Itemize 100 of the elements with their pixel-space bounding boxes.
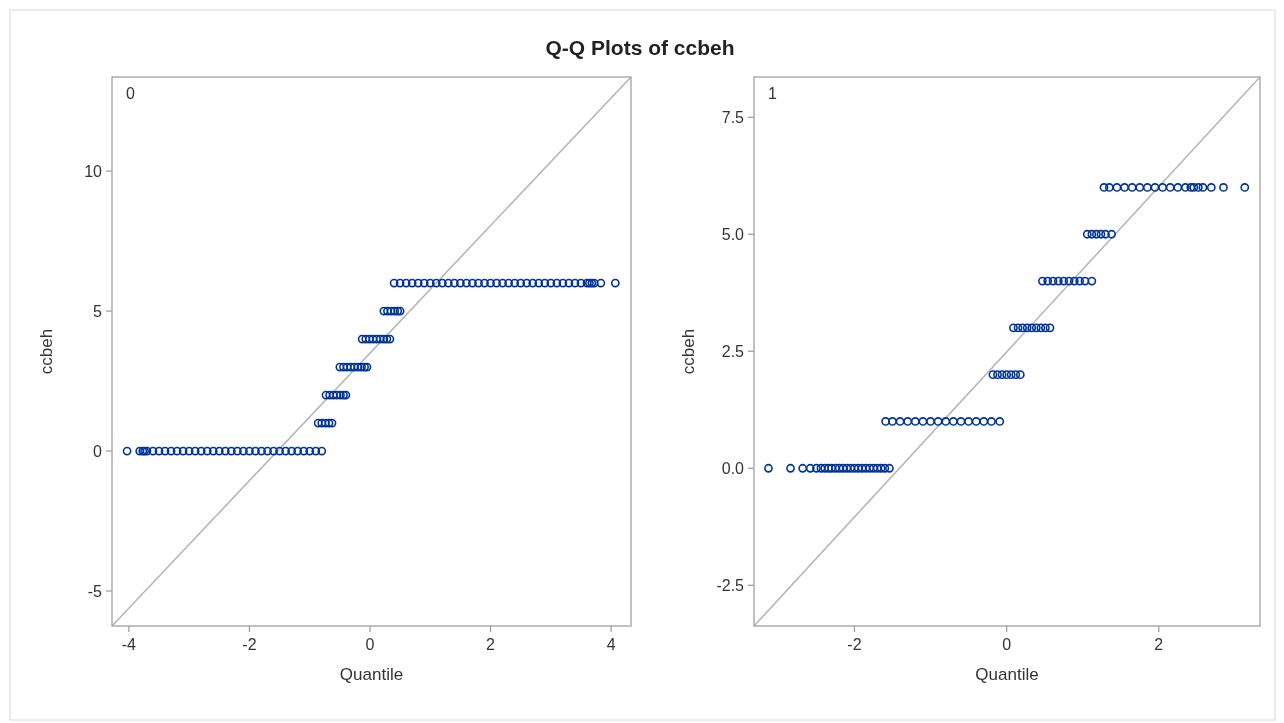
point: [820, 463, 830, 473]
point: [1173, 183, 1183, 192]
point: [389, 278, 399, 288]
point: [1219, 183, 1228, 192]
x-tick-label: -2: [847, 636, 862, 653]
point: [1018, 323, 1027, 333]
point: [379, 306, 389, 316]
point: [154, 446, 164, 456]
point: [1048, 276, 1058, 286]
point: [172, 446, 182, 456]
y-tick-label: 7.5: [721, 108, 745, 126]
point: [546, 278, 556, 288]
point: [1150, 183, 1160, 192]
x-tick-label: -4: [121, 636, 137, 653]
point: [834, 463, 844, 473]
point: [407, 278, 417, 288]
point: [876, 463, 886, 473]
y-tick-label: 5: [93, 302, 103, 320]
y-axis-title: ccbeh: [679, 328, 698, 375]
point: [1107, 229, 1117, 239]
point: [449, 278, 459, 288]
point: [1069, 276, 1079, 286]
y-tick-label: 0: [93, 442, 103, 460]
point: [275, 446, 284, 456]
point: [786, 463, 795, 473]
point: [1158, 183, 1167, 192]
point: [1165, 183, 1175, 192]
point: [1186, 183, 1196, 192]
point: [861, 463, 871, 473]
point: [956, 417, 966, 426]
annotation: 0: [126, 85, 135, 102]
point: [257, 446, 266, 456]
point: [178, 446, 188, 456]
point: [971, 417, 981, 426]
point: [1240, 183, 1250, 192]
point: [1181, 183, 1190, 192]
x-tick-label: 2: [1154, 636, 1164, 653]
point: [903, 417, 913, 426]
point: [386, 306, 396, 316]
point: [1142, 183, 1152, 192]
point: [1127, 183, 1137, 192]
point: [305, 446, 315, 456]
point: [443, 278, 453, 288]
point: [1045, 323, 1055, 333]
point: [872, 463, 882, 473]
point: [596, 278, 606, 288]
point: [486, 278, 495, 288]
point: [1037, 276, 1047, 286]
point: [552, 278, 562, 288]
point: [226, 446, 236, 456]
point: [558, 278, 568, 288]
point: [1043, 276, 1053, 286]
point: [811, 463, 821, 473]
point: [362, 362, 372, 372]
x-tick-label: 4: [606, 636, 616, 653]
point: [516, 278, 526, 288]
point: [360, 362, 369, 372]
point: [1064, 276, 1074, 286]
point: [838, 463, 848, 473]
point: [881, 417, 891, 426]
point: [997, 370, 1007, 380]
point: [610, 278, 620, 288]
point: [1015, 370, 1025, 380]
point: [413, 278, 423, 288]
point: [148, 446, 158, 456]
x-axis-title: Quantile: [975, 665, 1039, 684]
point: [339, 362, 348, 372]
point: [196, 446, 206, 456]
point: [1002, 370, 1012, 380]
point: [865, 463, 875, 473]
point: [846, 463, 856, 473]
point: [842, 463, 852, 473]
point: [1104, 183, 1114, 192]
point: [342, 362, 352, 372]
point: [293, 446, 303, 456]
point: [995, 417, 1005, 426]
point: [462, 278, 471, 288]
point: [357, 362, 366, 372]
point: [1096, 229, 1106, 239]
point: [245, 446, 254, 456]
y-tick-label: 10: [84, 162, 103, 180]
point: [1099, 183, 1109, 192]
point: [798, 463, 808, 473]
point: [850, 463, 859, 473]
point: [827, 463, 837, 473]
point: [184, 446, 194, 456]
point: [425, 278, 435, 288]
point: [764, 463, 773, 473]
point: [534, 278, 544, 288]
point: [1080, 276, 1090, 286]
point: [287, 446, 297, 456]
point: [251, 446, 260, 456]
point: [910, 417, 920, 426]
point: [816, 463, 826, 473]
point: [311, 446, 321, 456]
x-tick-label: 2: [486, 636, 496, 653]
annotation: 1: [768, 85, 777, 102]
x-tick-label: 0: [365, 636, 375, 653]
y-tick-label: 2.5: [721, 342, 745, 360]
point: [964, 417, 973, 426]
